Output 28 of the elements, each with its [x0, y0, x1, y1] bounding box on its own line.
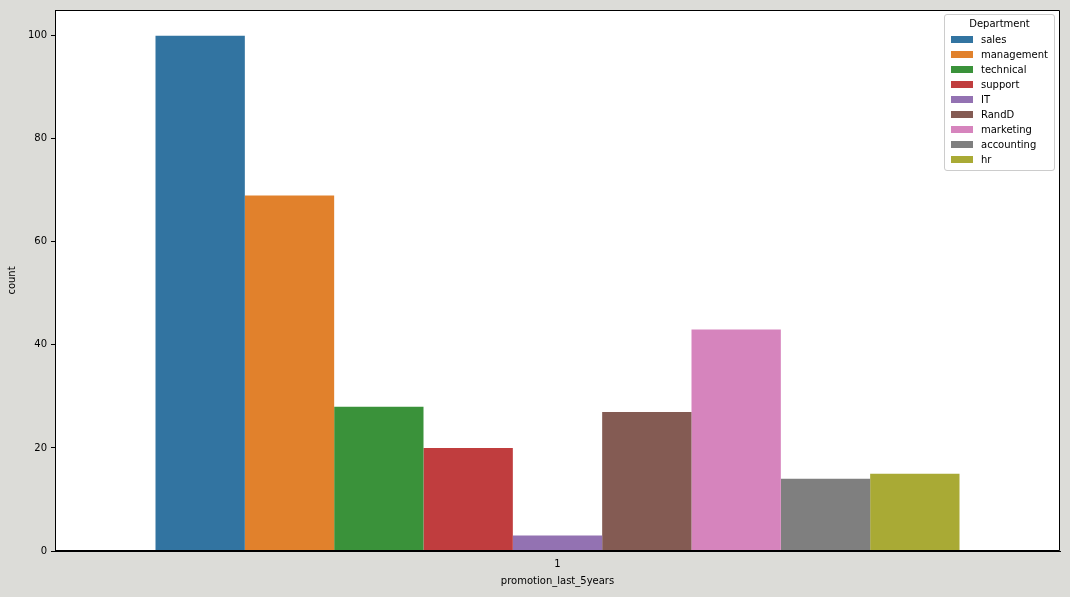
bar — [602, 411, 692, 551]
bar — [334, 406, 424, 551]
bar — [512, 535, 603, 551]
legend-title: Department — [968, 18, 1031, 29]
bar — [780, 478, 871, 551]
bar — [423, 447, 513, 551]
legend-label: support — [981, 79, 1020, 90]
y-tick-label: 20 — [34, 441, 47, 453]
y-tick-label: 40 — [34, 338, 47, 350]
bar — [870, 473, 960, 551]
legend-label: sales — [981, 34, 1007, 45]
bar — [691, 329, 781, 551]
legend-label: hr — [981, 154, 992, 165]
y-tick-label: 60 — [34, 235, 47, 247]
x-axis-title: promotion_last_5years — [500, 574, 615, 587]
y-tick-label: 0 — [40, 544, 47, 556]
y-axis-title: count — [5, 266, 17, 295]
bar — [244, 195, 335, 551]
x-tick-label: 1 — [554, 557, 561, 569]
legend-label: management — [981, 49, 1048, 60]
legend-label: technical — [981, 64, 1027, 75]
y-tick-label: 80 — [34, 132, 47, 144]
bar — [155, 35, 245, 551]
legend-label: IT — [981, 94, 991, 105]
legend-label: marketing — [981, 124, 1032, 135]
legend-label: accounting — [981, 139, 1037, 150]
legend-label: RandD — [981, 109, 1015, 120]
y-tick-label: 100 — [27, 29, 47, 41]
